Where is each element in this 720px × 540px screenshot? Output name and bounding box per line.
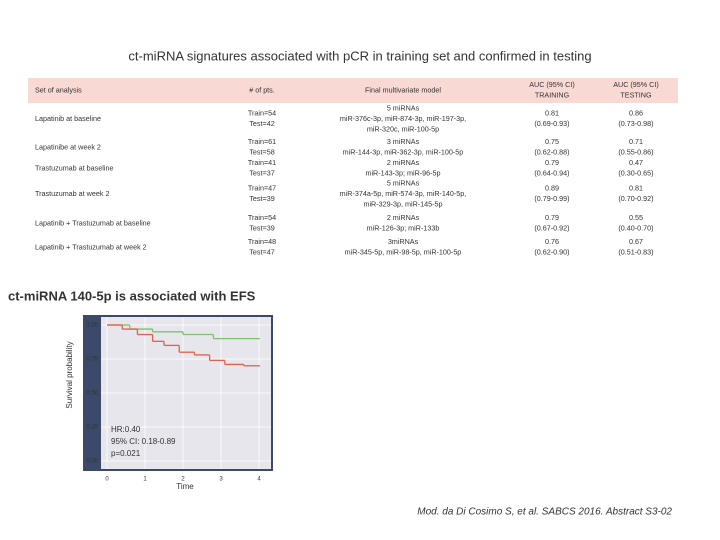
table-cell: Train=61 xyxy=(248,137,276,146)
table-cell: Test=42 xyxy=(249,119,274,128)
annotation: 95% CI: 0.18-0.89 xyxy=(111,437,176,446)
x-tick-label: 1 xyxy=(143,477,147,483)
table-cell: 2 miRNAs xyxy=(387,213,420,222)
table-cell: 0.79 xyxy=(545,158,559,167)
table-cell: Trastuzumab at week 2 xyxy=(35,189,109,198)
table-header-band xyxy=(28,78,678,103)
y-tick-label: 0.75 xyxy=(86,357,98,363)
table-cell: (0.62-0.88) xyxy=(534,148,569,157)
table-cell: 0.89 xyxy=(545,184,559,193)
table-cell: Lapatinib at baseline xyxy=(35,114,101,123)
table-cell: Train=41 xyxy=(248,158,276,167)
table-cell: Lapatinib + Trastuzumab at week 2 xyxy=(35,242,147,251)
table-cell: miR-144-3p, miR-362-3p, miR-100-5p xyxy=(343,148,464,157)
table-cell: 0.71 xyxy=(629,137,643,146)
table-cell: 3miRNAs xyxy=(388,237,419,246)
table-cell: (0.40-0.70) xyxy=(618,224,653,233)
table-cell: miR-345-5p, miR-98-5p, miR-100-5p xyxy=(345,248,462,257)
y-axis-label: Survival probability xyxy=(65,341,74,408)
table-cell: miR-143-3p; miR-96-5p xyxy=(365,169,440,178)
table-cell: (0.62-0.90) xyxy=(534,248,569,257)
table-cell: Train=47 xyxy=(248,184,276,193)
table-cell: 2 miRNAs xyxy=(387,158,420,167)
table-cell: (0.79-0.99) xyxy=(534,194,569,203)
annotation: p=0.021 xyxy=(111,449,141,458)
table-cell: 0.67 xyxy=(629,237,643,246)
table-cell: 0.47 xyxy=(629,158,643,167)
table-cell: (0.55-0.86) xyxy=(618,148,653,157)
citation: Mod. da Di Cosimo S, et al. SABCS 2016. … xyxy=(417,507,672,518)
y-tick-label: 1.00 xyxy=(86,323,98,329)
table-cell: (0.64-0.94) xyxy=(534,169,569,178)
table-cell: miR-329-3p, miR-145-5p xyxy=(363,199,442,208)
table-cell: (0.69-0.93) xyxy=(534,119,569,128)
table-cell: Train=54 xyxy=(248,109,276,118)
section-title: ct-miRNA 140-5p is associated with EFS xyxy=(8,288,256,303)
table-cell: miR-376c-3p, miR-874-3p, miR-197-3p, xyxy=(340,114,466,123)
table-cell: miR-126-3p; miR-133b xyxy=(367,224,440,233)
table-cell: Test=39 xyxy=(249,194,274,203)
column-header: Set of analysis xyxy=(35,85,82,94)
table-cell: Trastuzumab at baseline xyxy=(35,163,113,172)
annotation: HR:0.40 xyxy=(111,425,141,434)
table-cell: Test=39 xyxy=(249,224,274,233)
x-tick-label: 3 xyxy=(219,477,223,483)
column-header: AUC (95% CI) xyxy=(613,80,659,89)
x-tick-label: 4 xyxy=(257,477,261,483)
table-cell: 5 miRNAs xyxy=(387,103,420,112)
column-header: TRAINING xyxy=(535,91,570,100)
table-cell: (0.30-0.65) xyxy=(618,169,653,178)
x-tick-label: 0 xyxy=(105,477,109,483)
table-cell: Lapatinibe at week 2 xyxy=(35,142,101,151)
table-cell: (0.70-0.92) xyxy=(618,194,653,203)
table-cell: 0.81 xyxy=(545,109,559,118)
column-header: Final multivariate model xyxy=(365,85,441,94)
table-cell: 0.75 xyxy=(545,137,559,146)
table-cell: 0.76 xyxy=(545,237,559,246)
table-cell: 0.81 xyxy=(629,184,643,193)
table-cell: Test=58 xyxy=(249,148,274,157)
table-cell: 0.79 xyxy=(545,213,559,222)
table-cell: Train=48 xyxy=(248,237,276,246)
table-cell: Lapatinib + Trastuzumab at baseline xyxy=(35,218,151,227)
x-axis-label: Time xyxy=(176,482,194,491)
table-cell: (0.73-0.98) xyxy=(618,119,653,128)
x-tick-label: 2 xyxy=(181,477,185,483)
table-cell: 0.55 xyxy=(629,213,643,222)
table-cell: 5 miRNAs xyxy=(387,178,420,187)
y-tick-label: 0.00 xyxy=(86,459,98,465)
column-header: AUC (95% CI) xyxy=(529,80,575,89)
table-cell: Train=54 xyxy=(248,213,276,222)
table-cell: Test=37 xyxy=(249,169,274,178)
table-cell: (0.67-0.92) xyxy=(534,224,569,233)
table-cell: miR-320c, miR-100-5p xyxy=(367,124,439,133)
table-cell: 0.86 xyxy=(629,109,643,118)
slide-title: ct-miRNA signatures associated with pCR … xyxy=(128,48,591,63)
table-cell: miR-374a-5p, miR-574-3p, miR-140-5p, xyxy=(340,189,467,198)
table-cell: 3 miRNAs xyxy=(387,137,420,146)
y-tick-label: 0.50 xyxy=(86,391,98,397)
y-tick-label: 0.25 xyxy=(86,425,98,431)
table-cell: (0.51-0.83) xyxy=(618,248,653,257)
column-header: TESTING xyxy=(620,91,652,100)
column-header: # of pts. xyxy=(249,85,275,94)
table-cell: Test=47 xyxy=(249,248,274,257)
